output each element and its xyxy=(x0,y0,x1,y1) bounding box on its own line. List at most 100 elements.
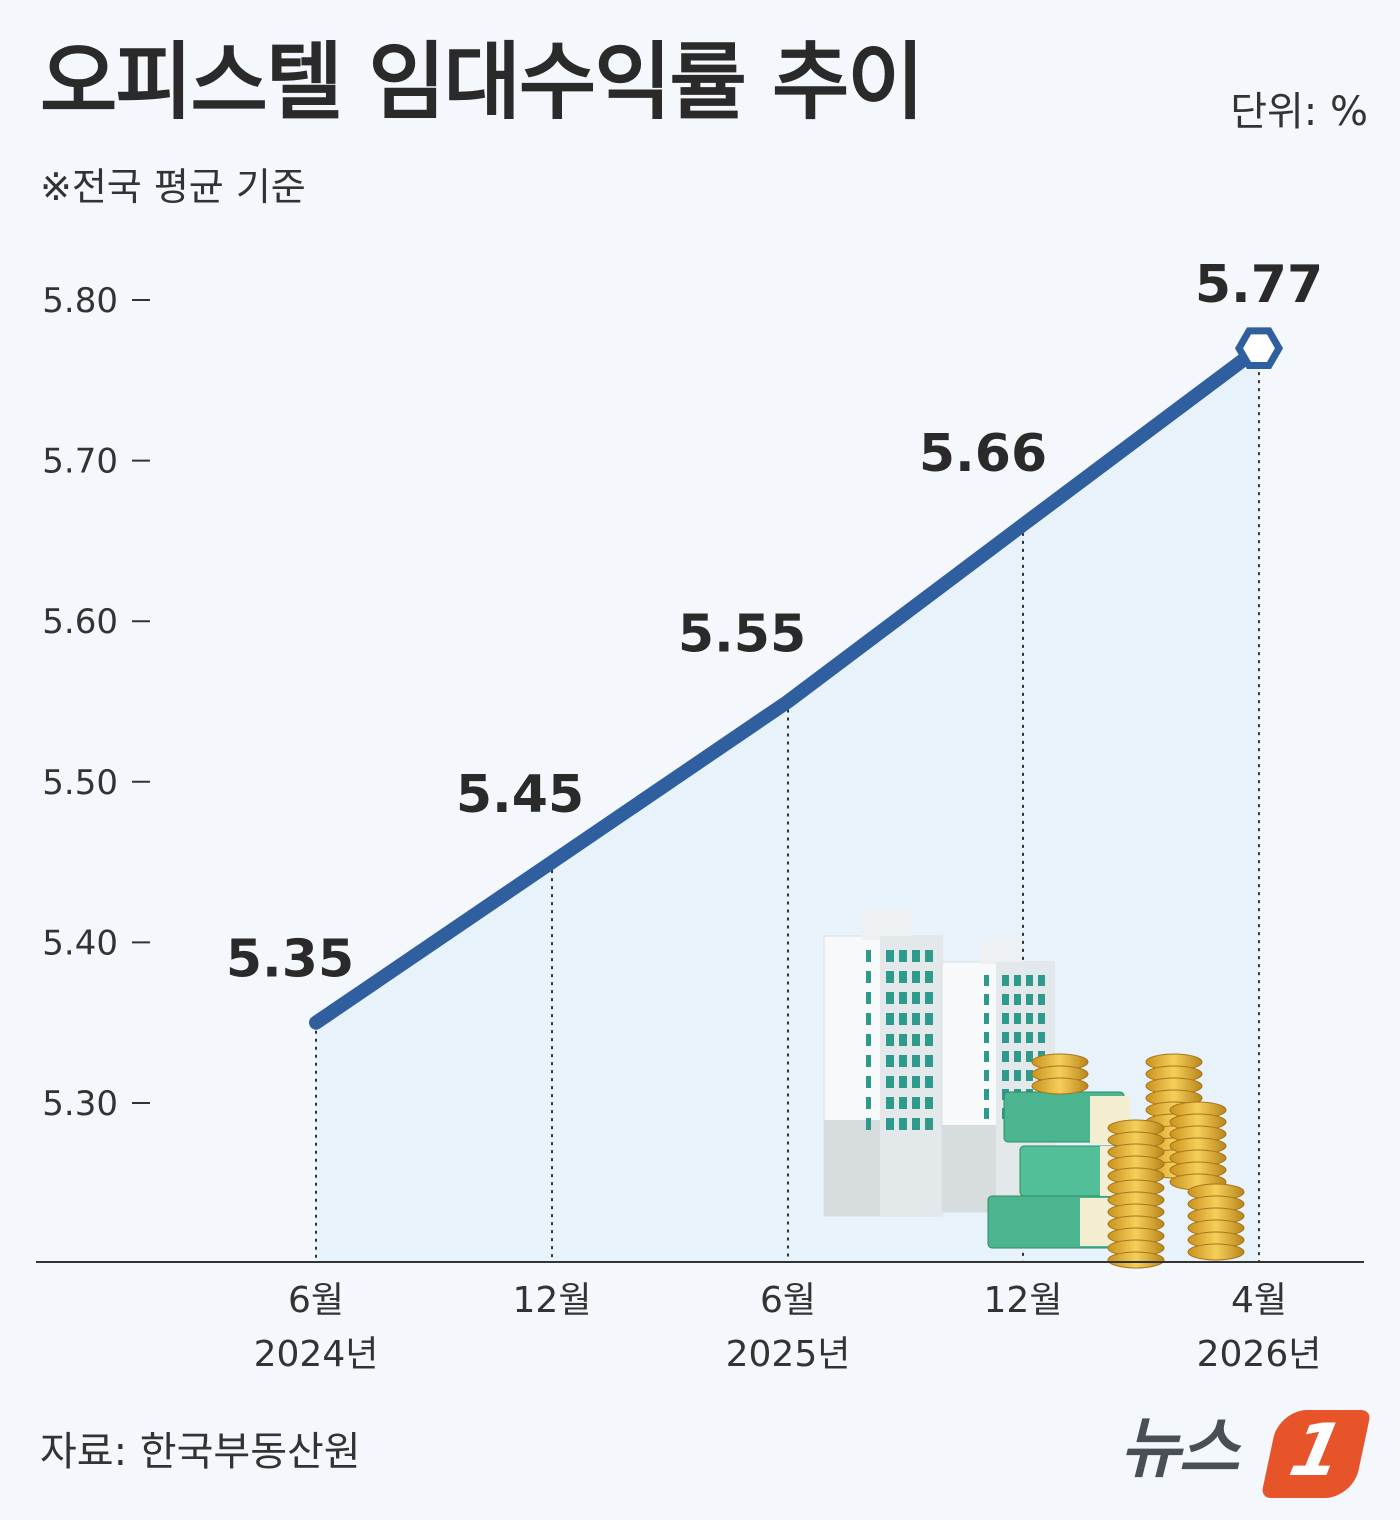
x-tick-month: 4월 xyxy=(1231,1280,1287,1321)
window xyxy=(1014,1013,1021,1024)
window xyxy=(899,1118,907,1130)
window xyxy=(1014,994,1021,1005)
x-tick-month: 6월 xyxy=(288,1280,344,1321)
window xyxy=(1002,1032,1009,1043)
guide-layer xyxy=(315,348,1260,1262)
window xyxy=(866,971,871,983)
window xyxy=(886,950,894,962)
window xyxy=(912,1097,920,1109)
window xyxy=(1026,975,1033,986)
y-tick-label: 5.70 xyxy=(42,442,118,482)
window xyxy=(1002,1070,1009,1081)
window xyxy=(1002,1051,1009,1062)
coin-stacks xyxy=(1031,1053,1245,1269)
data-label: 5.45 xyxy=(456,765,584,825)
data-label: 5.55 xyxy=(678,605,806,665)
window xyxy=(984,975,989,986)
data-label: 5.35 xyxy=(226,930,354,990)
window xyxy=(886,971,894,983)
logo-text: 뉴스 xyxy=(1120,1410,1239,1487)
window xyxy=(912,1118,920,1130)
y-tick-label: 5.40 xyxy=(42,923,118,963)
window xyxy=(984,1089,989,1100)
window xyxy=(886,1076,894,1088)
chart-title: 오피스텔 임대수익률 추이 xyxy=(40,33,925,131)
window xyxy=(866,992,871,1004)
cash-stacks xyxy=(987,1091,1134,1249)
window xyxy=(899,1034,907,1046)
window xyxy=(912,1076,920,1088)
x-tick-year: 2025년 xyxy=(726,1334,851,1375)
logo-badge: 1 xyxy=(1260,1408,1372,1498)
window xyxy=(925,1076,933,1088)
coin xyxy=(1107,1251,1165,1269)
window xyxy=(886,1055,894,1067)
coin xyxy=(1187,1243,1245,1261)
window xyxy=(912,992,920,1004)
window xyxy=(925,1034,933,1046)
window xyxy=(925,1013,933,1025)
y-tick-label: 5.60 xyxy=(42,602,118,642)
window xyxy=(984,1032,989,1043)
window xyxy=(886,1118,894,1130)
news1-logo: 뉴스 1 xyxy=(1120,1408,1380,1508)
window xyxy=(1014,975,1021,986)
window xyxy=(912,1034,920,1046)
window xyxy=(1026,1070,1033,1081)
window xyxy=(1026,1051,1033,1062)
x-tick-month: 12월 xyxy=(513,1280,592,1321)
money-illustration xyxy=(987,1053,1245,1269)
window xyxy=(984,1051,989,1062)
window xyxy=(886,1097,894,1109)
x-tick-year: 2024년 xyxy=(254,1334,379,1375)
window xyxy=(925,1097,933,1109)
x-tick-year: 2026년 xyxy=(1197,1334,1322,1375)
window xyxy=(886,992,894,1004)
y-tick-label: 5.80 xyxy=(42,281,118,321)
y-tick-label: 5.50 xyxy=(42,763,118,803)
chart-subtitle: ※전국 평균 기준 xyxy=(40,165,306,209)
window xyxy=(866,1097,871,1109)
window xyxy=(1026,994,1033,1005)
logo-badge-text: 1 xyxy=(1282,1408,1351,1492)
window xyxy=(925,992,933,1004)
window xyxy=(886,1034,894,1046)
window xyxy=(984,1013,989,1024)
window xyxy=(925,971,933,983)
building-left xyxy=(823,910,943,1217)
window xyxy=(912,971,920,983)
window xyxy=(899,1076,907,1088)
line-layer xyxy=(309,327,1284,1030)
window xyxy=(1002,1013,1009,1024)
window xyxy=(1038,1013,1045,1024)
window xyxy=(899,1097,907,1109)
data-label: 5.66 xyxy=(919,424,1047,484)
window xyxy=(1014,1070,1021,1081)
window xyxy=(866,1076,871,1088)
window xyxy=(984,1108,989,1119)
window xyxy=(1038,975,1045,986)
coin xyxy=(1031,1077,1089,1095)
y-tick-label: 5.30 xyxy=(42,1084,118,1124)
window xyxy=(925,1055,933,1067)
window xyxy=(866,1055,871,1067)
window xyxy=(912,1013,920,1025)
window xyxy=(866,1118,871,1130)
unit-label: 단위: % xyxy=(1230,89,1368,135)
window xyxy=(1038,1032,1045,1043)
window xyxy=(912,1055,920,1067)
window xyxy=(984,1070,989,1081)
window xyxy=(912,950,920,962)
x-tick-month: 6월 xyxy=(760,1280,816,1321)
source-note: 자료: 한국부동산원 xyxy=(40,1429,361,1475)
window xyxy=(1002,994,1009,1005)
label-layer: 5.35 5.45 5.55 5.66 5.77 xyxy=(226,255,1323,990)
window xyxy=(1026,1013,1033,1024)
window xyxy=(899,1055,907,1067)
window xyxy=(886,1013,894,1025)
window xyxy=(866,1013,871,1025)
window xyxy=(984,994,989,1005)
window xyxy=(1026,1032,1033,1043)
last-point-marker xyxy=(1234,327,1284,369)
